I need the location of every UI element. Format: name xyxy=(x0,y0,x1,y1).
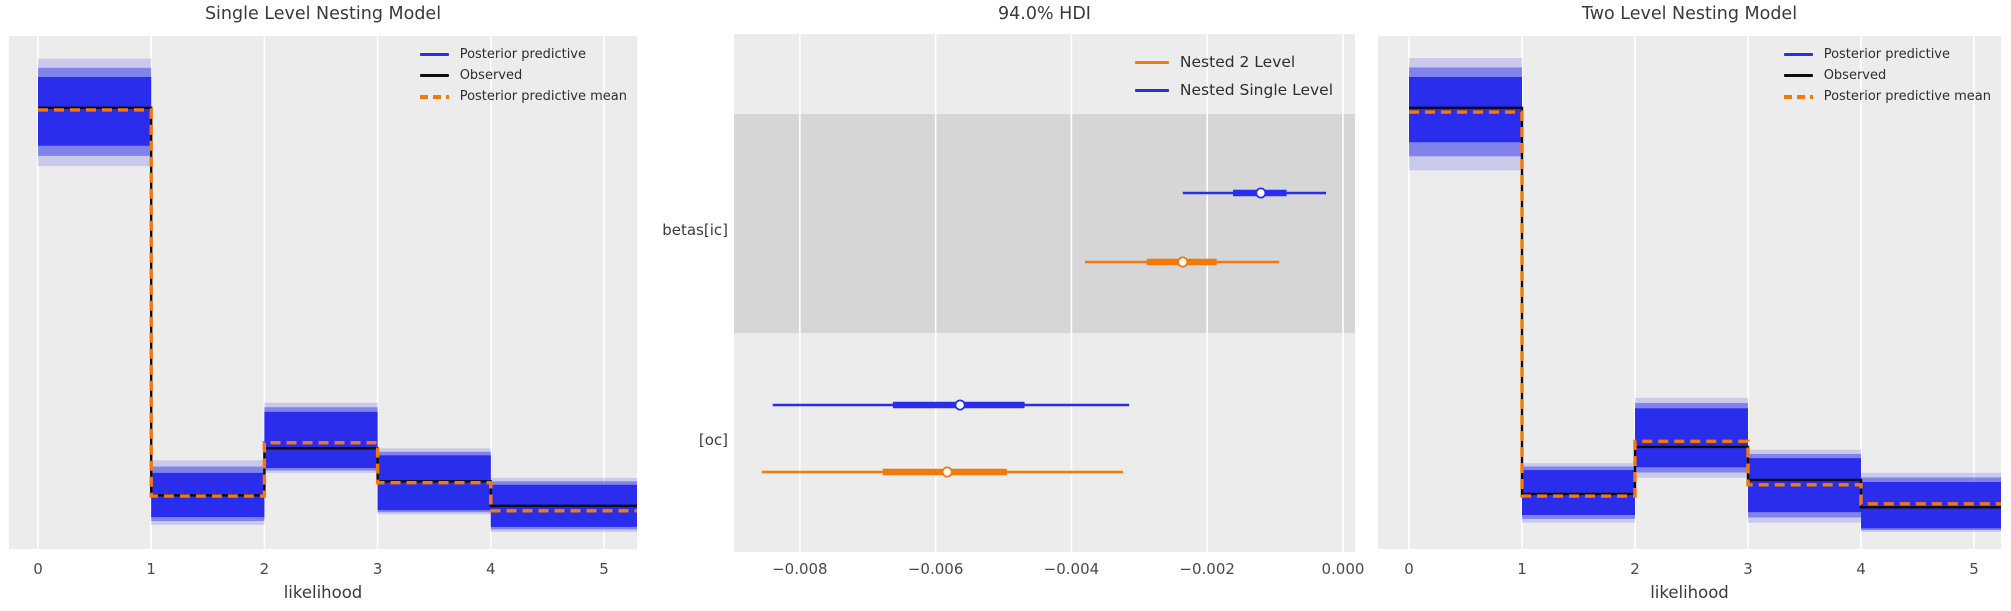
legend-item: Nested 2 Level xyxy=(1134,48,1333,76)
x-tick-label: 2 xyxy=(1630,560,1640,578)
legend-item: Posterior predictive mean xyxy=(1783,86,1991,107)
ytick-betas-ic: betas[ic] xyxy=(662,221,728,239)
median-point xyxy=(941,466,953,478)
blue-line-icon xyxy=(1783,53,1813,56)
x-tick-label: −0.008 xyxy=(772,560,828,578)
posterior-band xyxy=(1522,470,1635,516)
posterior-predictive-mean-line xyxy=(1409,110,2001,506)
legend-item: Posterior predictive mean xyxy=(419,86,627,107)
xlabel-single-level: likelihood xyxy=(283,583,363,602)
posterior-band xyxy=(264,411,378,468)
legend-item: Observed xyxy=(1783,65,1991,86)
x-tick-label: 4 xyxy=(1856,560,1866,578)
x-tick-label: 0 xyxy=(33,560,43,578)
title-hdi: 94.0% HDI xyxy=(998,4,1091,24)
forest-chart-hdi xyxy=(734,34,1355,552)
legend-label: Posterior predictive mean xyxy=(459,89,627,104)
black-line-icon xyxy=(419,74,449,77)
panel-hdi-forest: Nested 2 Level Nested Single Level xyxy=(734,34,1355,552)
legend-label: Posterior predictive xyxy=(459,47,586,62)
x-tick-label: −0.004 xyxy=(1043,560,1100,578)
posterior-predictive-mean-line xyxy=(38,108,637,513)
legend-label: Observed xyxy=(459,68,523,83)
xlabel-two-level: likelihood xyxy=(1650,583,1729,602)
panel-single-level: Posterior predictive Observed Posterior … xyxy=(9,36,637,549)
median-point xyxy=(954,399,966,411)
legend-single-level: Posterior predictive Observed Posterior … xyxy=(419,44,627,107)
ppc-chart-single-level xyxy=(37,36,637,549)
legend-hdi: Nested 2 Level Nested Single Level xyxy=(1134,48,1333,104)
median-point xyxy=(1255,187,1267,199)
blue-line-icon xyxy=(419,53,449,56)
title-single-level: Single Level Nesting Model xyxy=(204,4,442,24)
black-line-icon xyxy=(1783,74,1813,77)
legend-two-level: Posterior predictive Observed Posterior … xyxy=(1783,44,1991,107)
panel-two-level: Posterior predictive Observed Posterior … xyxy=(1378,36,2001,549)
legend-item: Observed xyxy=(419,65,627,86)
ytick-oc: [oc] xyxy=(698,431,728,449)
x-tick-label: 3 xyxy=(1743,560,1753,578)
legend-label: Nested Single Level xyxy=(1179,81,1333,99)
x-tick-label: 0.000 xyxy=(1321,560,1365,578)
x-tick-label: 1 xyxy=(146,560,156,578)
blue-line-icon xyxy=(1134,88,1169,92)
orange-dashed-line-icon xyxy=(419,94,449,99)
orange-dashed-line-icon xyxy=(1783,94,1813,99)
observed-step-line xyxy=(1409,106,2001,509)
legend-item: Posterior predictive xyxy=(1783,44,1991,65)
posterior-band xyxy=(1409,76,1522,143)
x-tick-label: −0.002 xyxy=(1179,560,1235,578)
posterior-band xyxy=(1635,408,1748,468)
legend-label: Posterior predictive mean xyxy=(1823,89,1991,104)
x-tick-label: −0.006 xyxy=(907,560,964,578)
ppc-chart-two-level xyxy=(1408,36,2001,549)
median-point xyxy=(1177,256,1189,268)
orange-line-icon xyxy=(1134,60,1169,64)
legend-label: Observed xyxy=(1823,68,1887,83)
x-tick-label: 0 xyxy=(1404,560,1414,578)
x-tick-label: 4 xyxy=(486,560,496,578)
legend-label: Nested 2 Level xyxy=(1179,53,1296,71)
x-tick-label: 3 xyxy=(372,560,383,578)
title-two-level: Two Level Nesting Model xyxy=(1581,4,1798,24)
legend-item: Posterior predictive xyxy=(419,44,627,65)
legend-item: Nested Single Level xyxy=(1134,76,1333,104)
legend-label: Posterior predictive xyxy=(1823,47,1950,62)
x-tick-label: 5 xyxy=(599,560,609,578)
x-tick-label: 2 xyxy=(259,560,270,578)
x-tick-label: 5 xyxy=(1969,560,1979,578)
x-tick-label: 1 xyxy=(1517,560,1527,578)
shaded-row-band xyxy=(734,114,1355,333)
